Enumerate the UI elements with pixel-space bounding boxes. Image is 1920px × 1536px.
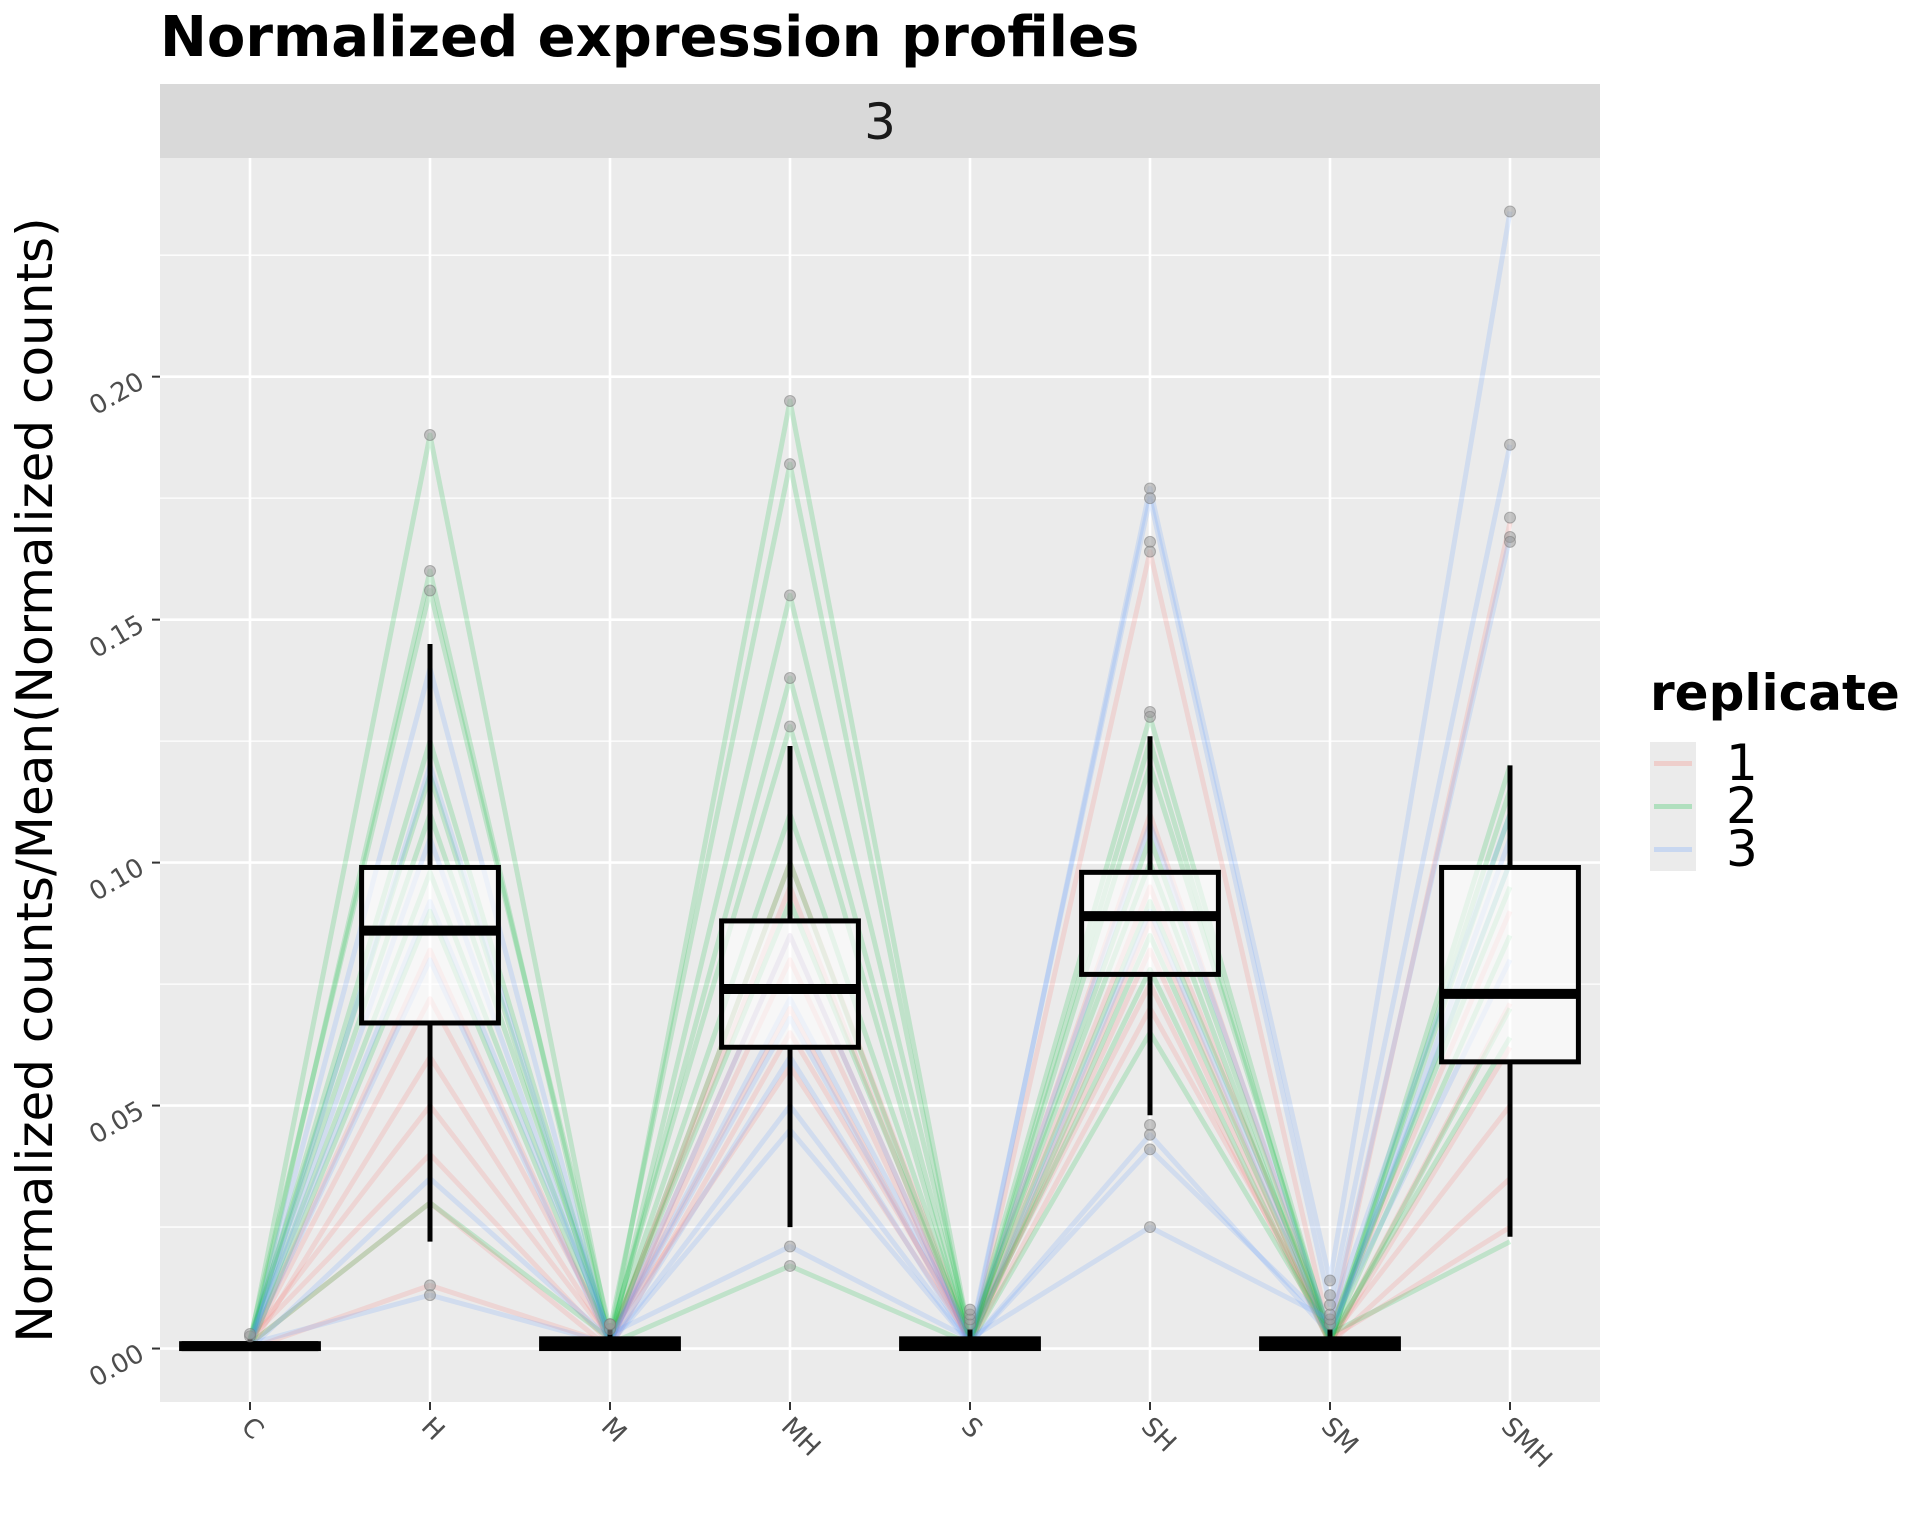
facet-strip-label: 3 bbox=[864, 93, 896, 151]
outlier-point-S bbox=[964, 1303, 976, 1316]
legend-key-background bbox=[1650, 742, 1696, 785]
series-line-replicate-1 bbox=[247, 884, 1512, 1345]
outlier-point-H bbox=[424, 428, 436, 441]
y-tick-label: 0.00 bbox=[84, 1339, 149, 1394]
legend: replicate 123 bbox=[1650, 664, 1900, 878]
series-line-replicate-1 bbox=[248, 947, 1513, 1347]
outlier-point-SH bbox=[1144, 710, 1156, 723]
outlier-point-SMH bbox=[1504, 438, 1516, 451]
series-line-replicate-2 bbox=[247, 461, 1513, 1347]
box-iqr bbox=[1439, 864, 1581, 1065]
y-tick-label: 0.20 bbox=[84, 367, 149, 422]
facet-strip bbox=[160, 84, 1600, 158]
boxplots bbox=[179, 643, 1581, 1352]
outlier-point-C bbox=[244, 1327, 256, 1340]
x-tick-label-C: C bbox=[235, 1412, 269, 1446]
legend-entry-3: 3 bbox=[1650, 820, 1758, 878]
y-tick-label: 0.05 bbox=[84, 1096, 149, 1151]
y-axis: 0.00 0.05 0.10 0.15 0.20 bbox=[84, 367, 160, 1394]
legend-entry-1: 1 bbox=[1650, 734, 1758, 792]
series-line-replicate-3 bbox=[247, 211, 1513, 1347]
legend-key-background bbox=[1650, 785, 1696, 828]
series-line-replicate-1 bbox=[247, 521, 1513, 1351]
legend-entry-2: 2 bbox=[1650, 777, 1758, 835]
series-lines bbox=[247, 211, 1513, 1351]
outlier-point-MH bbox=[784, 671, 796, 684]
box-iqr bbox=[359, 864, 501, 1026]
outlier-point-SMH bbox=[1504, 535, 1516, 548]
plot-panel bbox=[160, 158, 1600, 1402]
series-line-replicate-2 bbox=[247, 568, 1513, 1350]
outlier-point-SM bbox=[1324, 1289, 1336, 1302]
boxplot-S bbox=[899, 1329, 1041, 1352]
x-tick-label-S: S bbox=[955, 1412, 988, 1445]
x-axis: C H M MH S SH SM SMH bbox=[235, 1402, 1558, 1474]
outlier-point-MH bbox=[784, 589, 796, 602]
outlier-point-SH bbox=[1144, 1128, 1156, 1141]
series-line-replicate-1 bbox=[248, 811, 1512, 1347]
outlier-point-SH bbox=[1144, 545, 1156, 558]
x-tick-label-H: H bbox=[415, 1412, 450, 1447]
boxplot-SMH bbox=[1439, 765, 1581, 1237]
boxplot-SM bbox=[1259, 1329, 1401, 1352]
series-line-replicate-2 bbox=[247, 398, 1513, 1345]
x-tick-label-SH: SH bbox=[1135, 1412, 1182, 1459]
series-line-replicate-3 bbox=[248, 821, 1513, 1351]
y-tick-label: 0.10 bbox=[84, 853, 149, 908]
y-axis-title: Normalized counts/Mean(Normalized counts… bbox=[6, 217, 64, 1342]
boxplot-H bbox=[359, 643, 501, 1242]
x-tick-label-M: M bbox=[595, 1412, 632, 1449]
legend-label: 2 bbox=[1726, 777, 1758, 835]
x-tick-label-SM: SM bbox=[1315, 1412, 1364, 1461]
series-line-replicate-1 bbox=[248, 981, 1512, 1351]
legend-title: replicate bbox=[1650, 664, 1900, 722]
outlier-point-M bbox=[604, 1318, 616, 1331]
outlier-point-SH bbox=[1144, 492, 1156, 505]
outlier-point-H bbox=[424, 1289, 436, 1302]
outlier-point-SM bbox=[1324, 1274, 1336, 1287]
outlier-point-MH bbox=[784, 1259, 796, 1272]
legend-label: 1 bbox=[1726, 734, 1758, 792]
outlier-point-MH bbox=[784, 720, 796, 733]
legend-key-background bbox=[1650, 828, 1696, 871]
y-tick-label: 0.15 bbox=[84, 610, 149, 665]
x-tick-label-MH: MH bbox=[775, 1412, 826, 1463]
series-line-replicate-1 bbox=[249, 910, 1513, 1351]
chart-title: Normalized expression profiles bbox=[160, 5, 1139, 70]
x-tick-label-SMH: SMH bbox=[1495, 1412, 1558, 1475]
boxplot-SH bbox=[1079, 736, 1221, 1116]
outlier-point-H bbox=[424, 584, 436, 597]
series-line-replicate-3 bbox=[247, 444, 1513, 1350]
legend-label: 3 bbox=[1726, 820, 1758, 878]
outlier-point-SMH bbox=[1504, 205, 1516, 218]
outlier-point-MH bbox=[784, 394, 796, 407]
outlier-point-MH bbox=[784, 1240, 796, 1253]
outlier-point-H bbox=[424, 565, 436, 578]
outlier-point-MH bbox=[784, 458, 796, 471]
series-line-replicate-2 bbox=[248, 835, 1513, 1346]
outlier-point-SMH bbox=[1504, 511, 1516, 524]
boxplot-MH bbox=[719, 745, 861, 1228]
outlier-point-SH bbox=[1144, 1221, 1156, 1234]
outlier-points bbox=[244, 205, 1516, 1343]
series-line-replicate-3 bbox=[249, 536, 1513, 1347]
outlier-point-SH bbox=[1144, 1143, 1156, 1156]
box-iqr bbox=[1079, 869, 1221, 977]
series-line-replicate-2 bbox=[247, 675, 1513, 1345]
